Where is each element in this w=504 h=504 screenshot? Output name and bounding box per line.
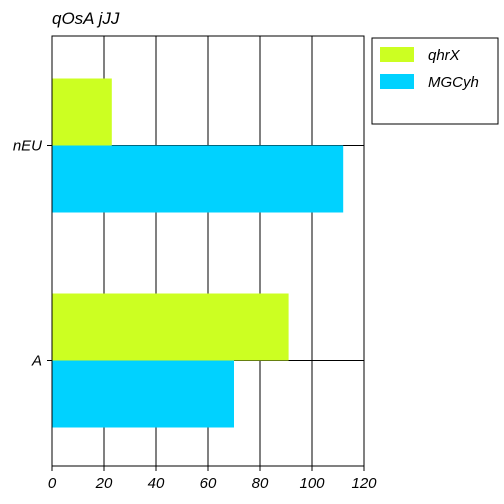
bars xyxy=(52,78,344,428)
x-tick-label: 40 xyxy=(148,475,165,492)
bar-mgcyh-a xyxy=(52,360,234,428)
legend-label-mgcyh: MGCyh xyxy=(428,74,479,91)
chart-title: qOsA jJJ xyxy=(52,9,120,28)
bar-qhrx-neu xyxy=(52,78,112,146)
x-tick-label: 60 xyxy=(200,475,217,492)
bar-qhrx-a xyxy=(52,293,289,361)
legend-label-qhrx: qhrX xyxy=(428,47,461,64)
y-axis-ticks: nEU A xyxy=(13,138,52,370)
y-tick-label: A xyxy=(31,353,42,370)
x-tick-label: 0 xyxy=(48,475,57,492)
y-tick-label: nEU xyxy=(13,138,42,155)
bar-mgcyh-neu xyxy=(52,145,344,213)
x-tick-label: 120 xyxy=(351,475,377,492)
x-tick-label: 100 xyxy=(299,475,325,492)
x-tick-label: 80 xyxy=(252,475,269,492)
legend-swatch-mgcyh xyxy=(380,74,414,89)
x-axis-ticks: 0 20 40 60 80 100 120 xyxy=(48,466,377,492)
legend: qhrX MGCyh xyxy=(371,37,499,125)
legend-swatch-qhrx xyxy=(380,47,414,62)
x-tick-label: 20 xyxy=(95,475,113,492)
